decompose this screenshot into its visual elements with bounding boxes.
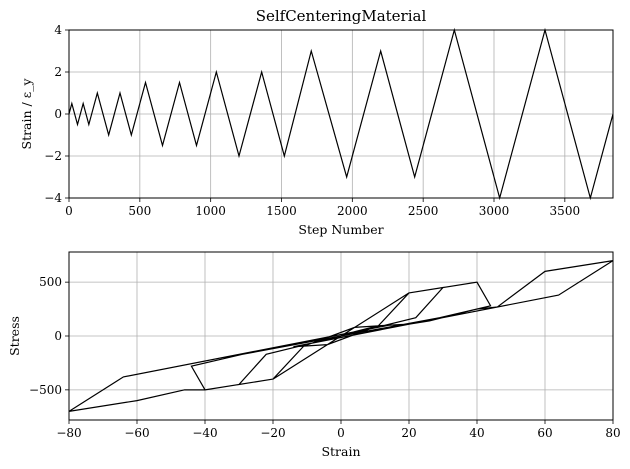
- stress-strain-x-tick-label: 60: [537, 426, 552, 440]
- strain-history-x-tick-label: 2500: [408, 204, 439, 218]
- stress-strain-y-tick-label: −500: [29, 383, 62, 397]
- strain-history-x-tick-label: 3500: [550, 204, 581, 218]
- x-axis-label-strain: Strain: [321, 444, 360, 459]
- stress-strain-series-group: [68, 260, 614, 412]
- stress-strain-x-tick-label: −20: [260, 426, 285, 440]
- strain-history-y-tick-label: −4: [44, 191, 62, 205]
- strain-history-x-tick-label: 0: [65, 204, 73, 218]
- strain-history-x-tick-label: 500: [128, 204, 151, 218]
- strain-history-y-tick-label: −2: [44, 149, 62, 163]
- stress-strain-x-tick-label: 20: [401, 426, 416, 440]
- strain-history-y-tick-label: 4: [54, 23, 62, 37]
- strain-history-series-line: [68, 27, 614, 201]
- stress-strain-x-tick-label: 80: [605, 426, 620, 440]
- strain-history-series-group: [68, 27, 614, 201]
- strain-history-x-tick-label: 1000: [195, 204, 226, 218]
- chart-title: SelfCenteringMaterial: [256, 7, 427, 25]
- stress-strain-x-tick-label: −60: [124, 426, 149, 440]
- stress-strain-x-tick-label: 40: [469, 426, 484, 440]
- y-axis-label-stress: Stress: [7, 316, 22, 356]
- strain-history-x-tick-label: 1500: [266, 204, 297, 218]
- strain-history-x-tick-label: 2000: [337, 204, 368, 218]
- x-axis-label-step-number: Step Number: [298, 222, 383, 237]
- stress-strain-ticks: −80 −60 −40 −20 0 20 40 60 80 −500 0 500: [29, 275, 621, 440]
- stress-strain-x-tick-label: −80: [56, 426, 81, 440]
- strain-history-y-tick-label: 2: [54, 65, 62, 79]
- strain-history-panel: 0 500 1000 1500 2000 2500 3000 3500 −4 −2 0 2 4 Self…: [19, 7, 614, 237]
- stress-strain-panel: −80 −60 −40 −20 0 20 40 60 80 −500 0 500 Strain Str…: [7, 251, 621, 459]
- stress-strain-x-tick-label: −40: [192, 426, 217, 440]
- strain-history-ticks: 0 500 1000 1500 2000 2500 3000 3500 −4 −2 0 2 4: [44, 23, 580, 218]
- strain-history-y-tick-label: 0: [54, 107, 62, 121]
- strain-history-grid: [68, 29, 613, 199]
- stress-strain-y-tick-label: 500: [39, 275, 62, 289]
- y-axis-label-strain-ratio: Strain / ε_y: [19, 78, 34, 150]
- stress-strain-y-tick-label: 0: [54, 329, 62, 343]
- stress-strain-x-tick-label: 0: [337, 426, 345, 440]
- strain-history-x-tick-label: 3000: [479, 204, 510, 218]
- stress-strain-series-line: [68, 260, 614, 412]
